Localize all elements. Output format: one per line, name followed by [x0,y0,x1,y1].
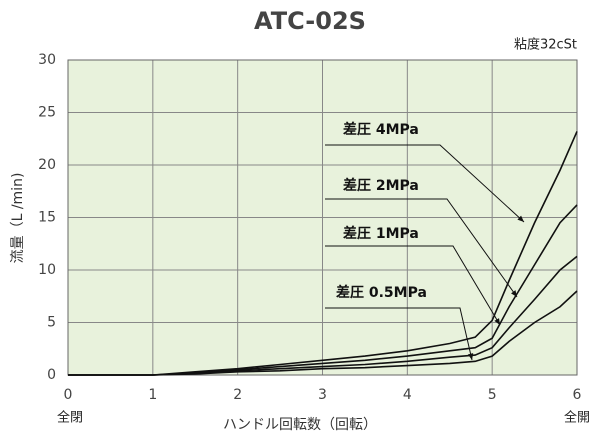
series-annotation: 差圧 1MPa [343,225,419,242]
leader-line [325,144,525,223]
x-tick-label: 6 [573,387,582,403]
x-start-label: 全閉 [57,410,83,426]
y-tick-label: 15 [38,210,56,226]
x-axis-label: ハンドル回転数（回転） [223,417,377,433]
plot-border [67,59,578,376]
y-axis-label: 流量（L /min) [10,173,26,264]
y-tick-label: 30 [38,52,56,68]
chart-title: ATC-02S [254,7,366,35]
leader-line [325,307,473,361]
leader-line [325,245,501,326]
leader-arrow [494,318,500,325]
leader-arrow [467,353,474,360]
series-annotation: 差圧 4MPa [343,121,419,138]
series-annotation: 差圧 2MPa [343,177,419,194]
x-tick-label: 4 [403,387,412,403]
series-annotation: 差圧 0.5MPa [336,284,427,301]
chart-subtitle: 粘度32cSt [514,37,577,53]
x-end-label: 全開 [564,410,590,426]
x-tick-label: 2 [233,387,242,403]
y-tick-label: 5 [47,315,56,331]
leader-arrow [511,290,517,297]
x-tick-label: 3 [318,387,327,403]
leader-line [325,198,518,298]
x-tick-label: 5 [488,387,497,403]
series-line [68,290,578,376]
y-tick-label: 10 [38,262,56,278]
leader-arrow [517,215,524,222]
x-tick-label: 1 [148,387,157,403]
y-tick-label: 0 [47,367,56,383]
x-tick-label: 0 [64,387,73,403]
y-tick-label: 20 [38,157,56,173]
y-tick-label: 25 [38,105,56,121]
